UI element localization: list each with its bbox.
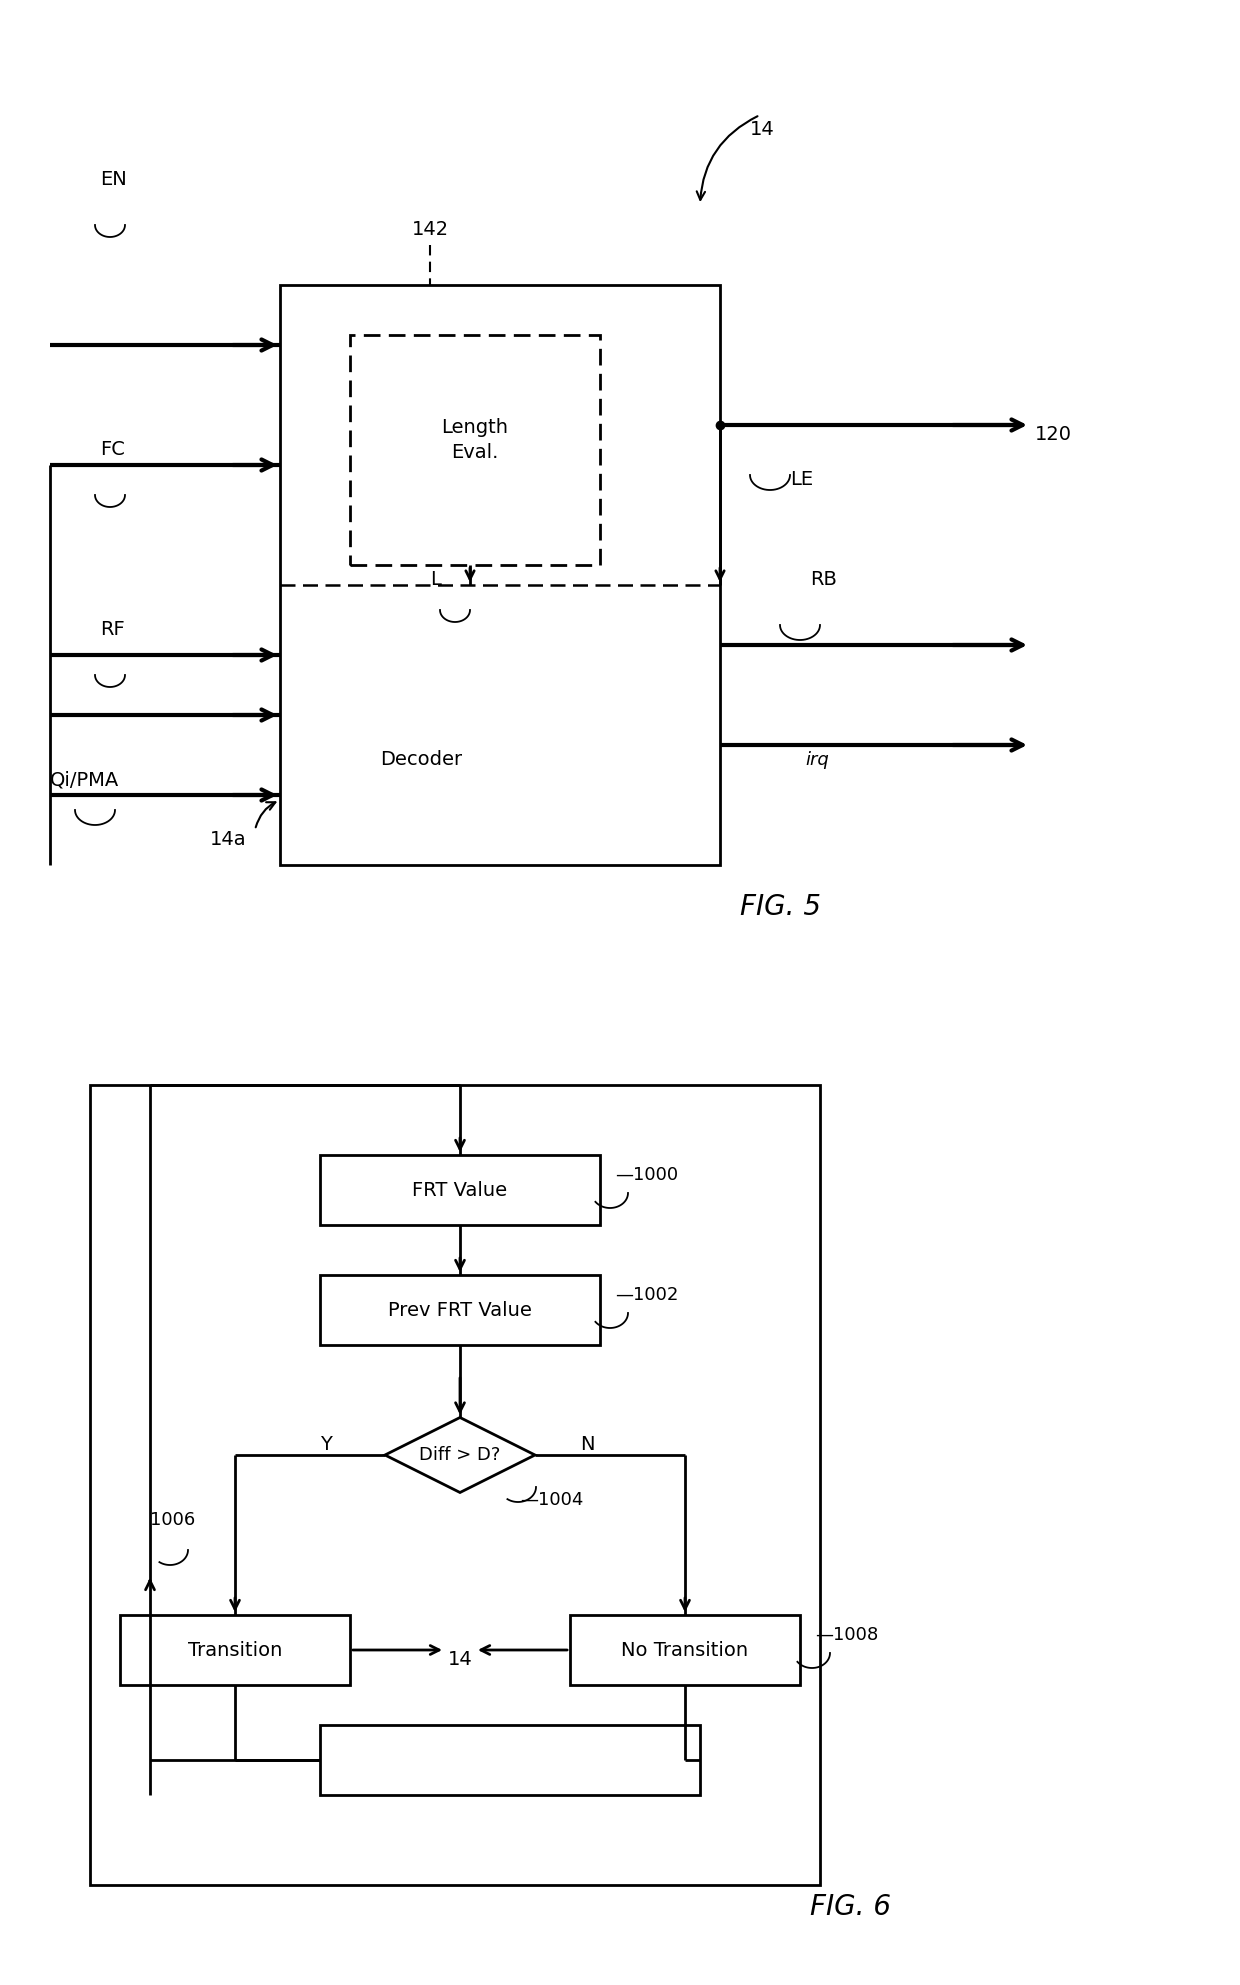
Text: Y: Y — [320, 1435, 332, 1453]
Text: —1008: —1008 — [815, 1626, 878, 1644]
Text: Qi/PMA: Qi/PMA — [50, 770, 119, 788]
Text: Length
Eval.: Length Eval. — [441, 419, 508, 463]
Bar — [120, 1616, 350, 1685]
Bar — [91, 1086, 820, 1886]
Text: EN: EN — [100, 171, 126, 189]
Text: RB: RB — [810, 570, 837, 590]
Text: Diff > D?: Diff > D? — [419, 1445, 501, 1465]
Bar — [350, 335, 600, 566]
Text: —1002: —1002 — [615, 1286, 678, 1304]
Text: RF: RF — [100, 619, 125, 639]
Text: L: L — [430, 570, 441, 590]
Text: LE: LE — [790, 470, 813, 488]
Text: FC: FC — [100, 441, 125, 459]
Text: 14a: 14a — [210, 830, 247, 850]
Text: 142: 142 — [412, 220, 449, 238]
Bar — [320, 1725, 701, 1794]
Text: FRT Value: FRT Value — [413, 1181, 507, 1199]
Bar — [280, 286, 720, 865]
Text: 1006: 1006 — [150, 1511, 195, 1528]
Text: 14: 14 — [750, 119, 775, 139]
Text: N: N — [580, 1435, 594, 1453]
Text: 14: 14 — [448, 1650, 472, 1669]
Bar — [570, 1616, 800, 1685]
Text: FIG. 5: FIG. 5 — [739, 893, 821, 921]
Text: —1004: —1004 — [520, 1491, 583, 1509]
Text: 120: 120 — [1035, 425, 1073, 445]
Text: Decoder: Decoder — [379, 750, 463, 768]
Text: FIG. 6: FIG. 6 — [810, 1894, 890, 1921]
Bar — [320, 1274, 600, 1346]
Bar — [320, 1155, 600, 1225]
Text: —1000: —1000 — [615, 1165, 678, 1183]
Text: No Transition: No Transition — [621, 1640, 749, 1659]
Text: irq: irq — [805, 750, 828, 768]
Text: Prev FRT Value: Prev FRT Value — [388, 1300, 532, 1320]
Text: Transition: Transition — [187, 1640, 283, 1659]
